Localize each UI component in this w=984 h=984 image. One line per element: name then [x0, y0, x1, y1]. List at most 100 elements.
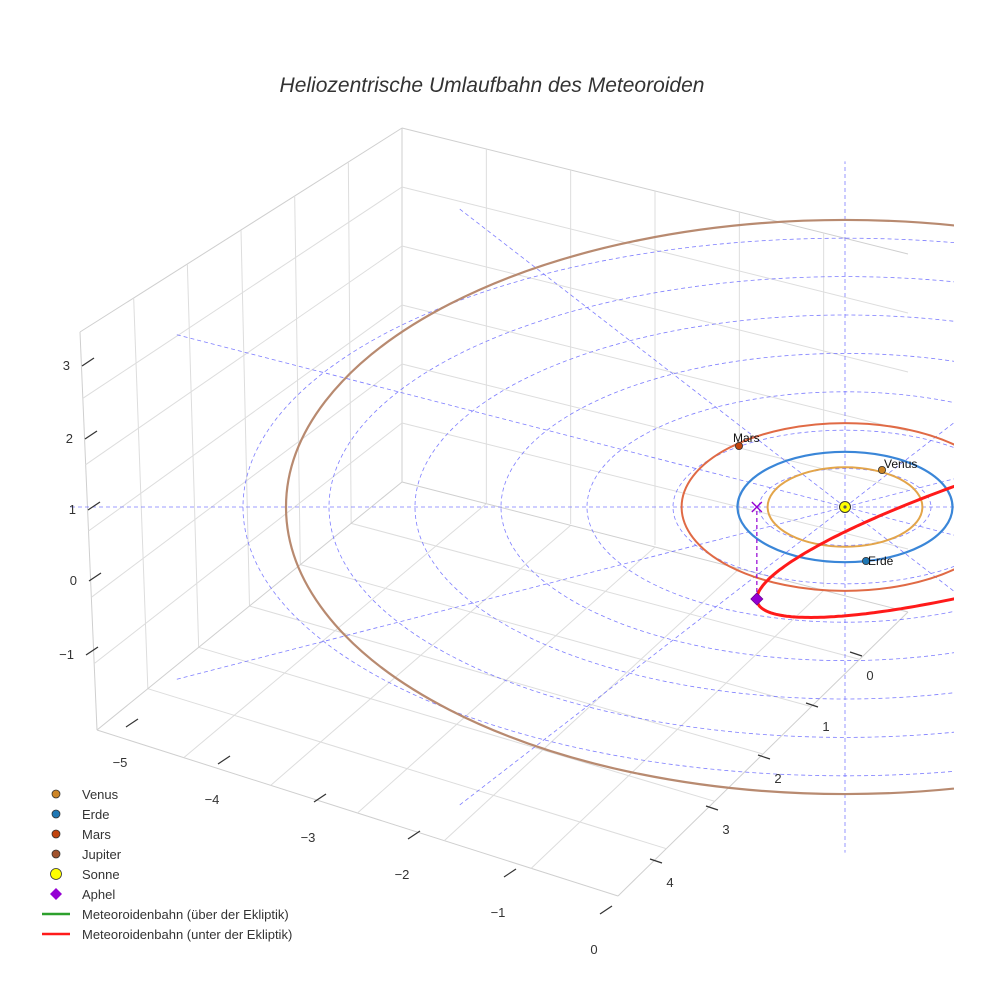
y-tick [705, 805, 719, 811]
polar-grid-circle [328, 276, 954, 738]
legend-symbol [50, 868, 62, 880]
z-tick [84, 430, 98, 440]
legend: Venus Erde Mars Jupiter Sonne Aphel Meteoroide… [40, 784, 292, 944]
y-tick [849, 651, 863, 657]
legend-label: Sonne [82, 866, 120, 882]
earth-orbit [736, 450, 954, 564]
z-tick [81, 357, 95, 367]
x-tick-label: −3 [301, 830, 316, 845]
floor-gridline [530, 589, 825, 869]
x-tick-label: −2 [395, 867, 410, 882]
z-tick-label: 1 [69, 502, 76, 517]
legend-label: Aphel [82, 886, 116, 902]
axis-ticks: −1 0 1 2 3 −5 −4 −3 −2 −1 0 0 1 2 3 4 [59, 357, 874, 957]
legend-symbol [51, 809, 61, 819]
venus-orbit [766, 466, 924, 548]
mars-marker [735, 441, 744, 450]
wall-gridline [133, 297, 149, 689]
x-tick [125, 718, 139, 728]
x-tick-label: 0 [590, 942, 597, 957]
y-tick-label: 1 [822, 719, 829, 734]
y-tick-label: 3 [722, 822, 729, 837]
x-tick-label: −1 [491, 905, 506, 920]
legend-label: Erde [82, 806, 110, 822]
x-tick [599, 905, 613, 915]
meteoroid-orbit-below [755, 484, 954, 599]
y-tick [649, 858, 663, 864]
wall-gridline [347, 161, 352, 524]
legend-symbol [42, 912, 70, 916]
label-mars: Mars [733, 431, 760, 445]
legend-item: Aphel [40, 884, 292, 904]
ecliptic-polar-grid [71, 161, 954, 853]
label-erde: Erde [868, 554, 894, 568]
z-tick [87, 501, 101, 511]
wall-gridline [186, 263, 200, 648]
legend-item: Jupiter [40, 844, 292, 864]
legend-label: Jupiter [82, 846, 122, 862]
z-tick-label: 3 [63, 358, 70, 373]
z-tick-label: 2 [66, 431, 73, 446]
legend-item: Meteoroidenbahn (über der Ekliptik) [40, 904, 292, 924]
legend-label: Meteoroidenbahn (unter der Ekliptik) [82, 926, 293, 942]
legend-dot [51, 789, 61, 799]
aphel-marker [750, 592, 764, 606]
y-tick-label: 0 [866, 668, 873, 683]
legend-item: Mars [40, 824, 292, 844]
legend-dot [51, 809, 61, 819]
aphel-projection-cross [751, 501, 763, 513]
legend-item: Sonne [40, 864, 292, 884]
legend-dot [51, 849, 61, 859]
x-tick [217, 755, 231, 765]
polar-grid-spoke [174, 333, 846, 508]
z-tick-label: −1 [59, 647, 74, 662]
axis-box-grid [79, 127, 909, 897]
label-venus: Venus [884, 457, 917, 471]
x-tick [313, 793, 327, 803]
mars-orbit [680, 422, 954, 592]
x-tick-label: −5 [113, 755, 128, 770]
legend-item: Meteoroidenbahn (unter der Ekliptik) [40, 924, 292, 944]
jupiter-orbit [285, 218, 954, 796]
y-tick [757, 754, 771, 760]
meteoroid-orbit [755, 484, 954, 620]
chart-title: Heliozentrische Umlaufbahn des Meteoroid… [279, 74, 705, 97]
legend-label: Mars [82, 826, 111, 842]
z-tick [85, 646, 99, 656]
y-tick-label: 2 [774, 771, 781, 786]
x-tick [503, 868, 517, 878]
z-tick-label: 0 [70, 573, 77, 588]
legend-symbol [51, 829, 61, 839]
legend-label: Meteoroidenbahn (über der Ekliptik) [82, 906, 289, 922]
legend-symbol [51, 849, 61, 859]
polar-grid-spoke [844, 506, 954, 592]
legend-dot [51, 829, 61, 839]
legend-dot [50, 868, 62, 880]
sun-center [843, 505, 847, 509]
box-edge [96, 481, 403, 731]
polar-grid-spoke [457, 506, 846, 807]
floor-gridline [300, 564, 812, 708]
x-tick-label: −4 [205, 792, 220, 807]
legend-symbol [42, 932, 70, 936]
x-tick [407, 830, 421, 840]
legend-item: Venus [40, 784, 292, 804]
legend-symbol [50, 888, 62, 900]
floor-gridline [351, 522, 860, 660]
y-tick [805, 702, 819, 708]
bodies: Venus Erde Mars [733, 431, 917, 606]
legend-label: Venus [82, 786, 119, 802]
polar-grid-spoke [174, 506, 846, 681]
meteoroid-orbit-below [755, 597, 954, 620]
z-tick [88, 572, 102, 582]
planet-orbits [285, 218, 954, 796]
legend-item: Erde [40, 804, 292, 824]
wall-gridline [294, 195, 301, 565]
floor-gridline [249, 605, 764, 755]
legend-symbol [51, 789, 61, 799]
floor-gridline [443, 568, 740, 842]
polar-grid-spoke [457, 207, 846, 508]
y-tick-label: 4 [666, 875, 673, 890]
venus-marker [878, 465, 887, 474]
